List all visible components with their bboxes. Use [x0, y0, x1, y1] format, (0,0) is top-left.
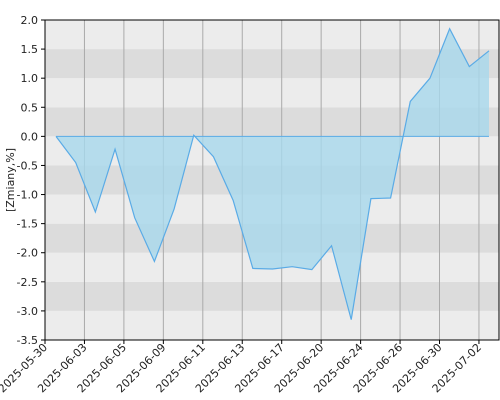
grid-band [45, 281, 499, 311]
grid-band [45, 310, 499, 340]
y-tick-label: -1.5 [17, 218, 38, 231]
y-tick-label: -3.5 [17, 334, 38, 347]
area-fill [56, 28, 489, 320]
y-tick-label: 1.0 [21, 72, 39, 85]
y-tick-label: 2.0 [21, 14, 39, 27]
plot-frame [44, 19, 500, 341]
y-tick-label: -1.0 [17, 189, 38, 202]
y-tick-label: -3.0 [17, 305, 38, 318]
y-tick-label: 1.5 [21, 43, 39, 56]
line [55, 27, 490, 320]
y-tick-label: 0.0 [21, 130, 39, 143]
y-axis-label: [Zmiany,%] [4, 148, 17, 212]
y-tick-label: -2.5 [17, 276, 38, 289]
y-tick-label: -2.0 [17, 247, 38, 260]
y-tick-label: 0.5 [21, 101, 39, 114]
y-tick-label: -0.5 [17, 159, 38, 172]
grid-band [45, 49, 499, 79]
grid-band [45, 20, 499, 50]
